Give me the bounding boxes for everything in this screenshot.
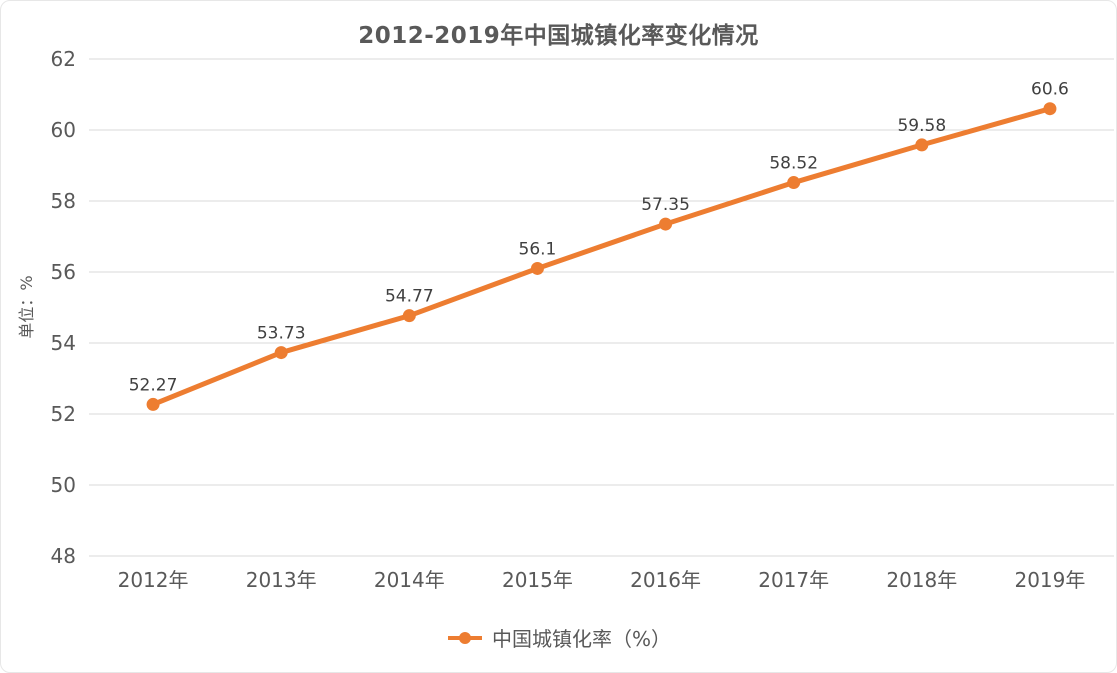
series-line: [150, 106, 1053, 407]
y-axis-tick-label: 52: [51, 402, 76, 426]
x-axis-tick-label: 2012年: [118, 568, 189, 592]
data-point-label: 58.52: [769, 154, 818, 174]
x-axis-tick-label: 2016年: [630, 568, 701, 592]
y-axis-tick-label: 50: [51, 473, 76, 497]
legend-series-label: 中国城镇化率（%）: [491, 627, 671, 651]
data-point-label: 52.27: [129, 375, 178, 395]
y-axis-tick-label: 54: [51, 331, 76, 355]
data-point-marker: [915, 138, 929, 152]
x-axis-tick-label: 2019年: [1014, 568, 1085, 592]
line-chart-plot-area: 48 50 52 54 56 58 60 62 2012年 2013年 2014年 2015年 2016…: [17, 47, 1114, 592]
chart-title: 2012-2019年中国城镇化率变化情况: [358, 23, 759, 49]
y-axis-tick-label: 56: [51, 260, 76, 284]
y-axis-title: 单位：%: [17, 275, 36, 338]
data-point-label: 54.77: [385, 287, 434, 307]
x-axis-tick-label: 2013年: [246, 568, 317, 592]
x-axis-tick-label: 2018年: [886, 568, 957, 592]
x-axis-tick-label: 2015年: [502, 568, 573, 592]
legend: 中国城镇化率（%）: [1, 623, 1116, 652]
y-axis-tick-label: 48: [51, 544, 76, 568]
legend-line-marker-icon: [447, 631, 482, 644]
x-axis-tick-label: 2017年: [758, 568, 829, 592]
data-point-marker: [1043, 102, 1057, 116]
data-point-marker: [274, 346, 288, 360]
data-point-marker: [530, 261, 544, 275]
data-point-marker: [146, 397, 160, 411]
data-point-label: 53.73: [257, 324, 306, 344]
x-axis-tick-label: 2014年: [374, 568, 445, 592]
y-axis-tick-label: 58: [51, 189, 76, 213]
data-point-marker: [787, 176, 801, 190]
y-axis-tick-label: 60: [51, 118, 76, 142]
data-point-label: 60.6: [1031, 80, 1069, 100]
data-point-marker: [402, 309, 416, 323]
y-axis-tick-label: 62: [51, 47, 76, 71]
data-point-marker: [659, 217, 673, 231]
data-point-label: 57.35: [641, 195, 690, 215]
data-point-label: 59.58: [897, 116, 946, 136]
data-point-label: 56.1: [519, 239, 557, 259]
